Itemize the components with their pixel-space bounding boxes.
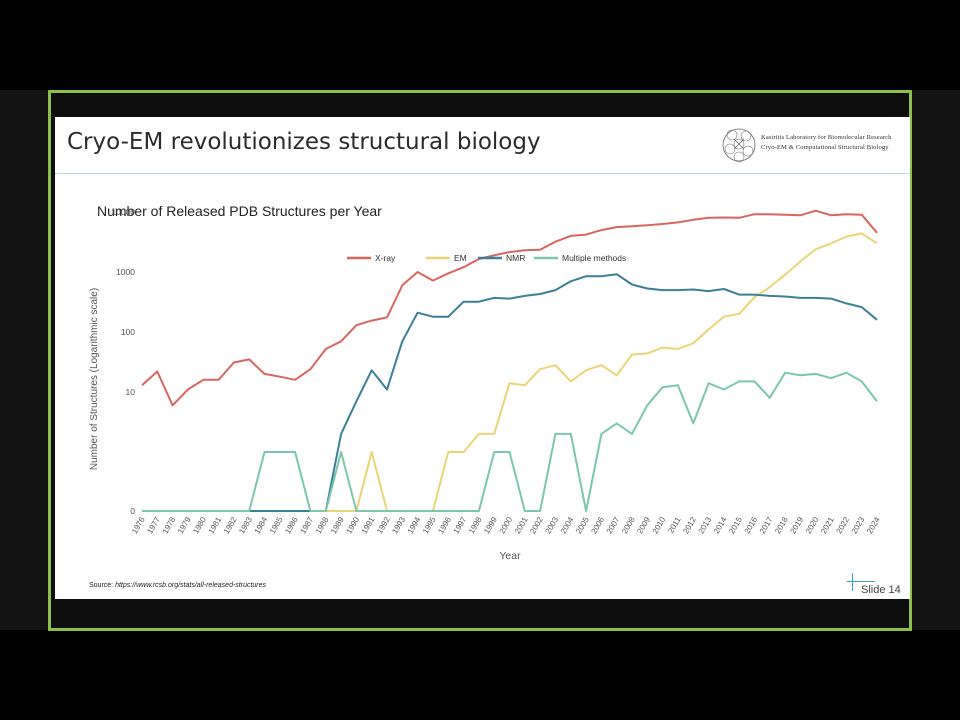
x-tick-label: 1983 — [237, 515, 254, 535]
x-tick-label: 1999 — [482, 515, 499, 535]
x-tick-label: 1978 — [161, 515, 178, 535]
x-tick-label: 2009 — [635, 515, 652, 535]
x-tick-label: 1990 — [344, 515, 361, 535]
x-tick-label: 2019 — [788, 515, 805, 535]
x-tick-label: 2024 — [865, 515, 882, 535]
x-tick-label: 1998 — [467, 515, 484, 535]
x-tick-label: 1994 — [406, 515, 423, 535]
x-tick-label: 2008 — [620, 515, 637, 535]
lab-name: Kastritis Laboratory for Biomolecular Re… — [761, 133, 892, 153]
x-tick-label: 2022 — [834, 515, 851, 535]
x-tick-label: 1993 — [390, 515, 407, 535]
x-tick-label: 2006 — [589, 515, 606, 535]
x-tick-label: 1997 — [452, 515, 469, 535]
x-tick-label: 2016 — [743, 515, 760, 535]
x-tick-label: 1988 — [314, 515, 331, 535]
slide-frame: Cryo-EM revolutionizes structural biolog… — [48, 90, 912, 631]
x-tick-label: 2023 — [850, 515, 867, 535]
y-axis-title: Number of Structures (Logarithmic scale) — [89, 288, 100, 470]
x-tick-label: 1985 — [268, 515, 285, 535]
series-line-nmr — [142, 273, 878, 512]
slide-cross-mark-h — [847, 581, 875, 582]
x-tick-label: 2004 — [559, 515, 576, 535]
x-tick-label: 1989 — [329, 515, 346, 535]
slide: Cryo-EM revolutionizes structural biolog… — [55, 117, 910, 599]
x-tick-label: 2005 — [574, 515, 591, 535]
lab-name-line1: Kastritis Laboratory for Biomolecular Re… — [761, 134, 892, 141]
slide-number: Slide 14 — [861, 584, 901, 596]
slide-title: Cryo-EM revolutionizes structural biolog… — [67, 129, 541, 155]
y-tick-label: 1000 — [116, 267, 135, 277]
legend-label: EM — [454, 253, 467, 263]
legend-label: NMR — [506, 253, 525, 263]
x-tick-label: 2021 — [819, 515, 836, 535]
x-tick-label: 2017 — [758, 515, 775, 535]
x-tick-label: 1984 — [253, 515, 270, 535]
source-note: Source: https://www.rcsb.org/stats/all-r… — [89, 582, 266, 589]
lab-seal-icon — [722, 128, 756, 163]
x-tick-label: 2020 — [804, 515, 821, 535]
chart-heading: Number of Released PDB Structures per Ye… — [97, 203, 382, 219]
x-tick-label: 2002 — [528, 515, 545, 535]
x-axis-title: Year — [499, 550, 521, 562]
x-tick-label: 2013 — [697, 515, 714, 535]
x-tick-label: 2001 — [513, 515, 530, 535]
x-tick-label: 2007 — [605, 515, 622, 535]
legend-label: X-ray — [375, 253, 396, 263]
x-tick-label: 2003 — [543, 515, 560, 535]
lab-name-line2: Cryo-EM & Computational Structural Biolo… — [761, 144, 889, 151]
x-tick-label: 2018 — [773, 515, 790, 535]
x-tick-label: 1987 — [298, 515, 315, 535]
x-tick-label: 1979 — [176, 515, 193, 535]
y-tick-label: 10 — [126, 387, 136, 397]
lab-logo: Kastritis Laboratory for Biomolecular Re… — [721, 123, 910, 167]
x-tick-label: 2015 — [727, 515, 744, 535]
series-line-em — [142, 232, 878, 512]
y-tick-label: 0 — [130, 506, 135, 516]
x-tick-label: 1982 — [222, 515, 239, 535]
x-tick-label: 2011 — [666, 515, 683, 535]
x-tick-label: 1986 — [283, 515, 300, 535]
x-tick-label: 1980 — [191, 515, 208, 535]
x-tick-label: 2010 — [651, 515, 668, 535]
x-tick-label: 2014 — [712, 515, 729, 535]
slide-cross-mark — [852, 573, 853, 591]
x-tick-label: 1996 — [436, 515, 453, 535]
y-tick-label: 10000 — [111, 207, 135, 217]
x-tick-label: 1976 — [130, 515, 147, 535]
x-tick-label: 1992 — [375, 515, 392, 535]
x-tick-label: 2012 — [681, 515, 698, 535]
x-tick-label: 1977 — [145, 515, 162, 535]
series-line-x-ray — [141, 209, 878, 407]
legend-label: Multiple methods — [562, 253, 626, 263]
x-tick-label: 2000 — [498, 515, 515, 535]
x-tick-label: 1991 — [360, 515, 377, 535]
source-url[interactable]: https://www.rcsb.org/stats/all-released-… — [115, 582, 267, 589]
x-tick-label: 1995 — [421, 515, 438, 535]
y-tick-label: 100 — [121, 327, 135, 337]
x-tick-label: 1981 — [207, 515, 224, 535]
source-label: Source: — [89, 582, 114, 589]
series-line-multiple-methods — [142, 371, 878, 512]
line-chart: 0101001000100001976197719781979198019811… — [89, 207, 882, 562]
title-divider — [55, 173, 910, 174]
